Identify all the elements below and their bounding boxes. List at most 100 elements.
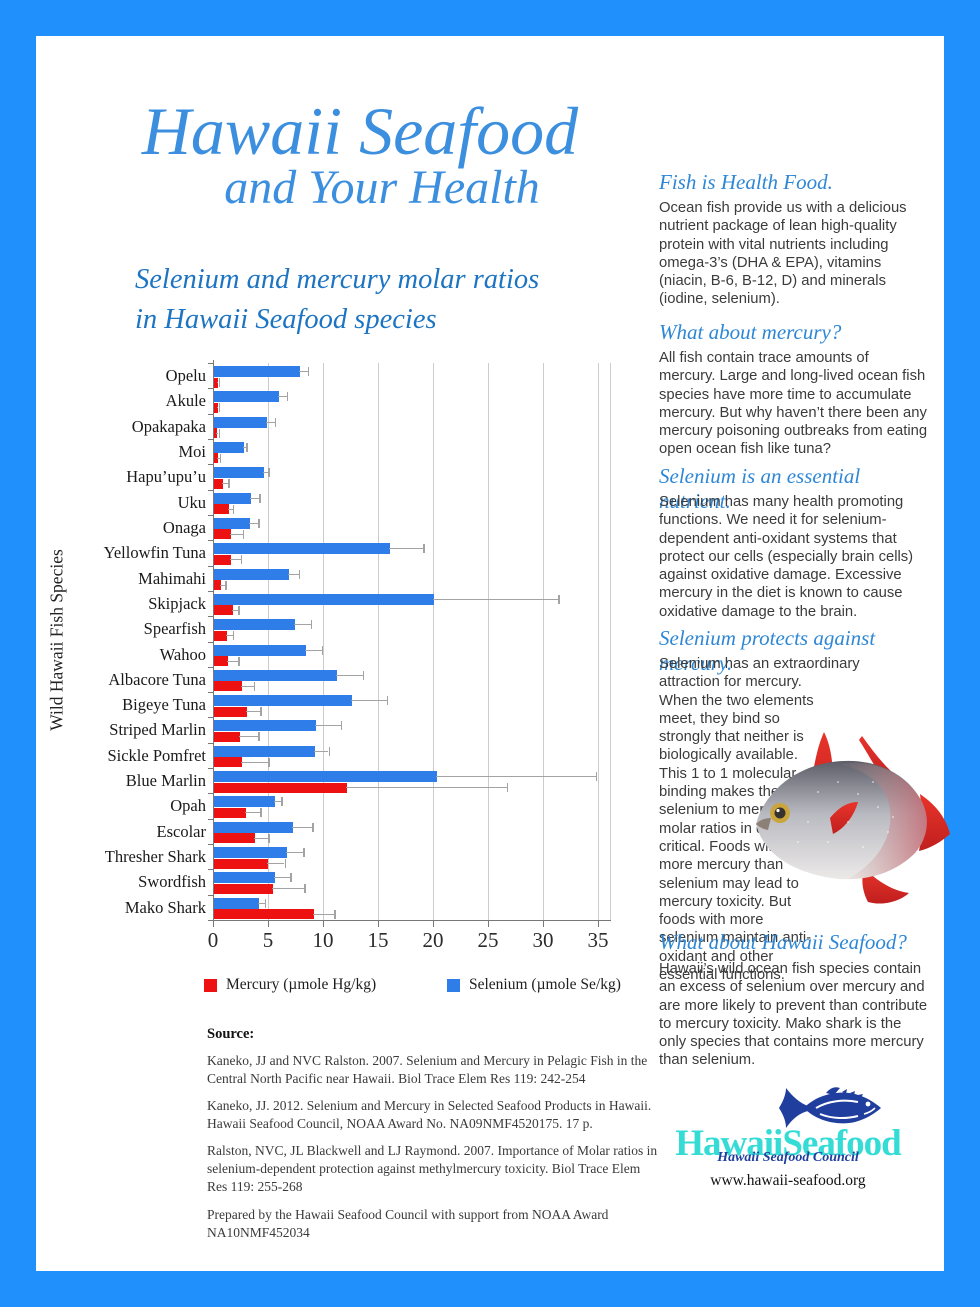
x-axis-tick-label: 20 bbox=[422, 928, 444, 952]
section-body-fish-is-health-food: Ocean fish provide us with a delicious n… bbox=[659, 200, 907, 308]
x-axis-tick bbox=[488, 921, 489, 927]
y-axis-tick bbox=[208, 590, 213, 592]
selenium-bar bbox=[214, 821, 294, 833]
mercury-bar bbox=[214, 504, 230, 515]
y-axis-line bbox=[213, 360, 214, 921]
mercury-error-bar bbox=[226, 635, 233, 637]
source-reference-3: Ralston, NVC, JL Blackwell and LJ Raymon… bbox=[207, 1143, 658, 1195]
plot-right-border bbox=[610, 363, 611, 920]
mercury-error-bar bbox=[229, 559, 241, 561]
selenium-error-bar bbox=[336, 674, 363, 676]
mercury-error-cap bbox=[284, 859, 286, 869]
selenium-error-cap bbox=[259, 493, 261, 503]
y-axis-tick bbox=[208, 717, 213, 719]
selenium-error-bar bbox=[258, 902, 265, 904]
selenium-bar bbox=[214, 745, 316, 757]
section-heading-what-about-hawaii-seafood: What about Hawaii Seafood? bbox=[659, 930, 907, 954]
mercury-bar bbox=[214, 605, 233, 616]
selenium-bar bbox=[214, 720, 317, 732]
opah-mouth bbox=[756, 818, 771, 830]
selenium-error-bar bbox=[298, 371, 308, 372]
selenium-bar bbox=[214, 897, 260, 909]
selenium-error-cap bbox=[328, 746, 330, 756]
y-axis-tick bbox=[208, 869, 213, 871]
logo-tagline: Hawaii Seafood Council bbox=[717, 1150, 859, 1165]
species-label: Sickle Pomfret bbox=[107, 745, 206, 765]
gridline bbox=[598, 363, 599, 920]
source-reference-1: Kaneko, JJ and NVC Ralston. 2007. Seleni… bbox=[207, 1053, 648, 1087]
selenium-error-bar bbox=[292, 826, 312, 828]
mercury-bar bbox=[214, 377, 218, 388]
opah-fish-image bbox=[756, 732, 950, 904]
mercury-error-cap bbox=[238, 605, 240, 615]
mercury-error-bar bbox=[229, 533, 243, 535]
selenium-error-cap bbox=[298, 569, 301, 579]
selenium-bar bbox=[214, 467, 264, 479]
y-axis-tick bbox=[208, 742, 213, 744]
section-heading-what-about-mercury: What about mercury? bbox=[659, 320, 842, 344]
section-body-selenium-protects: Selenium has an extraordinary attraction… bbox=[659, 656, 860, 984]
mercury-swatch bbox=[204, 978, 217, 992]
y-axis-tick bbox=[208, 489, 213, 491]
mercury-error-cap bbox=[218, 403, 220, 413]
selenium-error-bar bbox=[273, 877, 290, 879]
y-axis-tick bbox=[208, 438, 213, 440]
mercury-bar bbox=[214, 807, 246, 818]
source-block: Source: Kaneko, JJ and NVC Ralston. 2007… bbox=[207, 1026, 659, 1251]
mercury-error-cap bbox=[268, 757, 270, 767]
selenium-error-cap bbox=[281, 797, 283, 807]
selenium-error-bar bbox=[287, 573, 299, 575]
x-axis-tick bbox=[323, 921, 324, 927]
mercury-error-cap bbox=[242, 529, 245, 539]
species-label: Thresher Shark bbox=[104, 847, 206, 867]
mercury-error-bar bbox=[239, 736, 259, 738]
opah-tail-fin bbox=[919, 794, 950, 851]
x-axis-tick-label: 5 bbox=[262, 928, 274, 952]
mercury-error-bar bbox=[346, 787, 507, 789]
mercury-error-cap bbox=[268, 833, 270, 843]
mercury-error-bar bbox=[228, 508, 233, 510]
selenium-error-cap bbox=[303, 848, 305, 858]
species-label: Spearfish bbox=[143, 619, 206, 639]
selenium-error-bar bbox=[285, 852, 304, 854]
species-label: Opakapaka bbox=[131, 416, 206, 436]
mercury-bar bbox=[214, 731, 241, 742]
selenium-error-cap bbox=[290, 873, 292, 883]
mercury-error-cap bbox=[240, 555, 242, 565]
source-reference-2: Kaneko, JJ. 2012. Selenium and Mercury i… bbox=[207, 1098, 652, 1132]
mercury-bar bbox=[214, 833, 255, 844]
mercury-error-cap bbox=[218, 428, 220, 438]
selenium-error-bar bbox=[436, 776, 596, 778]
selenium-error-bar bbox=[273, 801, 282, 803]
opah-pectoral-fin bbox=[830, 802, 858, 834]
source-reference-4: Prepared by the Hawaii Seafood Council w… bbox=[207, 1206, 609, 1240]
x-axis-tick-label: 30 bbox=[532, 928, 554, 952]
species-label: Yellowfin Tuna bbox=[103, 543, 206, 563]
selenium-error-cap bbox=[595, 772, 598, 782]
species-label: Skipjack bbox=[148, 593, 206, 613]
mercury-error-cap bbox=[219, 453, 222, 463]
opah-body-shading bbox=[838, 762, 927, 880]
mercury-error-bar bbox=[227, 660, 239, 662]
gridline bbox=[543, 363, 544, 920]
mercury-bar bbox=[214, 428, 218, 439]
mercury-error-bar bbox=[253, 837, 268, 839]
mercury-error-bar bbox=[266, 863, 285, 865]
selenium-error-bar bbox=[294, 624, 311, 626]
species-label: Bigeye Tuna bbox=[122, 695, 206, 715]
selenium-bar bbox=[214, 543, 390, 555]
selenium-bar bbox=[214, 593, 434, 605]
opah-eye-highlight bbox=[776, 808, 780, 813]
y-axis-tick bbox=[208, 666, 213, 668]
selenium-error-bar bbox=[262, 472, 268, 474]
mercury-error-cap bbox=[506, 783, 509, 793]
selenium-error-bar bbox=[249, 522, 259, 524]
mercury-error-bar bbox=[240, 685, 254, 687]
legend-item-selenium: Selenium (µmole Se/kg) bbox=[447, 976, 621, 994]
selenium-error-bar bbox=[433, 598, 559, 600]
selenium-error-cap bbox=[386, 696, 389, 706]
section-heading-selenium-protects: Selenium protects against mercury. bbox=[659, 626, 876, 675]
logo-url[interactable]: www.hawaii-seafood.org bbox=[710, 1172, 866, 1189]
selenium-bar bbox=[214, 619, 296, 631]
selenium-bar bbox=[214, 644, 307, 656]
